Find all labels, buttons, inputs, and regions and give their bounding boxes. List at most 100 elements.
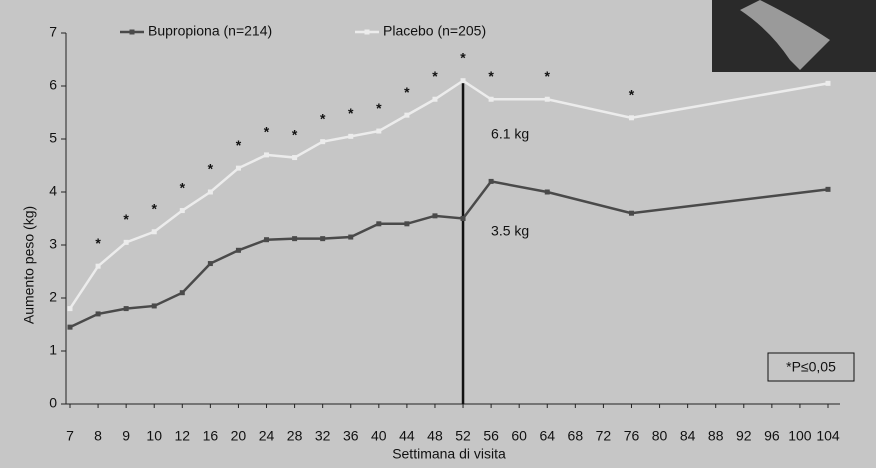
y-tick-label: 1 [49,342,57,358]
x-tick-label: 12 [175,428,191,444]
point [123,306,129,312]
point [151,303,157,309]
x-tick-label: 20 [231,428,247,444]
series-line [69,180,829,329]
x-tick-label: 36 [343,428,359,444]
x-tick-label: 76 [624,428,640,444]
point [460,78,466,84]
significance-marker: * [432,68,438,84]
point [544,189,550,195]
point [628,210,634,216]
significance-marker: * [208,161,214,177]
point [235,165,241,171]
x-tick-label: 96 [764,428,780,444]
point [320,139,326,145]
x-tick-label: 104 [816,428,840,444]
point [207,261,213,267]
legend-label: Placebo (n=205) [383,23,486,39]
significance-marker: * [236,137,242,153]
x-tick-label: 80 [652,428,668,444]
significance-marker: * [320,110,326,126]
annotation: 6.1 kg [491,126,529,142]
x-tick-label: 8 [94,428,102,444]
point [348,234,354,240]
point [376,221,382,227]
significance-marker: * [348,105,354,121]
y-tick-label: 0 [49,395,57,411]
annotation: 3.5 kg [491,223,529,239]
significance-marker: * [264,124,270,140]
point [628,115,634,121]
point [488,178,494,184]
point [404,112,410,118]
x-tick-label: 40 [371,428,387,444]
y-tick-label: 4 [49,183,57,199]
point [292,236,298,242]
y-tick-label: 5 [49,130,57,146]
note-box [767,352,855,382]
x-tick-label: 92 [736,428,752,444]
x-tick-label: 52 [455,428,471,444]
x-tick-label: 64 [539,428,555,444]
point [264,237,270,243]
point [825,80,831,86]
significance-marker: * [95,235,101,251]
point [348,133,354,139]
significance-marker: * [151,200,157,216]
point [264,152,270,158]
y-tick-label: 7 [49,24,57,40]
point [95,263,101,269]
point [292,155,298,161]
x-tick-label: 72 [596,428,612,444]
significance-marker: * [545,68,551,84]
significance-marker: * [376,100,382,116]
x-tick-label: 16 [203,428,219,444]
point [123,239,129,245]
y-tick-label: 3 [49,236,57,252]
significance-marker: * [460,49,466,65]
point [207,189,213,195]
significance-marker: * [404,84,410,100]
x-tick-label: 56 [483,428,499,444]
significance-marker: * [488,68,494,84]
point [95,311,101,317]
photo-detail [740,0,830,70]
point [151,229,157,235]
point [235,247,241,253]
x-tick-label: 88 [708,428,724,444]
x-tick-label: 7 [66,428,74,444]
legend-label: Bupropiona (n=214) [148,23,272,39]
point [460,216,466,221]
x-tick-label: 84 [680,428,696,444]
point [67,306,73,312]
legend-point [129,29,135,35]
point [432,96,438,102]
point [544,96,550,102]
x-tick-label: 28 [287,428,303,444]
point [404,221,410,227]
x-tick-label: 9 [122,428,130,444]
y-axis-title: Aumento peso (kg) [21,206,37,324]
x-tick-label: 68 [568,428,584,444]
point [179,208,185,214]
x-tick-label: 32 [315,428,331,444]
x-tick-label: 48 [427,428,443,444]
point [376,128,382,134]
y-tick-label: 2 [49,289,57,305]
x-tick-label: 100 [788,428,812,444]
significance-marker: * [123,211,129,227]
point [320,236,326,242]
significance-marker: * [629,87,635,103]
x-tick-label: 60 [511,428,527,444]
point [179,290,185,296]
point [67,324,73,330]
legend-point [364,29,370,35]
point [825,186,831,192]
point [432,213,438,219]
note: *P≤0,05 [786,359,836,375]
x-tick-label: 10 [146,428,162,444]
point [488,96,494,102]
x-tick-label: 24 [259,428,275,444]
x-axis-title: Settimana di visita [392,446,506,462]
